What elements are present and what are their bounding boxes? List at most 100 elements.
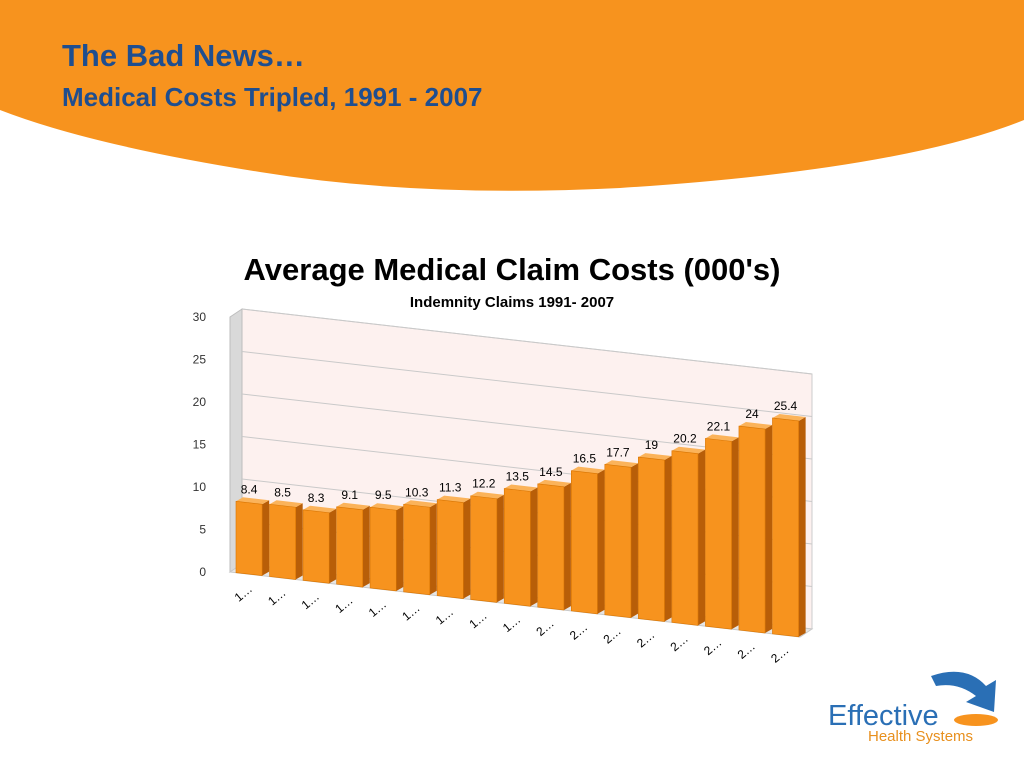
x-tick-label: 1… [466, 609, 489, 632]
x-tick-label: 2… [701, 635, 724, 658]
bar [503, 484, 538, 607]
gridline [241, 351, 813, 417]
bar-side [496, 494, 504, 603]
bar-top [470, 491, 504, 499]
x-tick-label: 1… [332, 593, 355, 616]
data-label: 8.4 [241, 482, 258, 496]
data-label: 25.4 [774, 399, 798, 413]
x-tick-label: 2… [668, 631, 691, 654]
bar-side [664, 456, 672, 622]
bar-front [503, 488, 531, 607]
bar [336, 502, 370, 588]
bar-side [798, 416, 806, 637]
x-tick-label: 1… [232, 582, 255, 605]
bar-side [563, 482, 571, 611]
bar [705, 434, 739, 630]
bar-front [604, 463, 632, 619]
bar [436, 495, 471, 599]
y-tick-label: 25 [193, 353, 207, 367]
slide-title: The Bad News… [62, 38, 305, 73]
bar-front [235, 500, 263, 577]
bar-front [537, 483, 565, 611]
data-label: 10.3 [405, 485, 429, 499]
y-tick-label: 5 [199, 523, 206, 537]
gridline [241, 308, 813, 375]
data-label: 12.2 [472, 477, 496, 491]
bar-side [698, 449, 706, 626]
bar-front [403, 503, 431, 596]
data-label: 20.2 [673, 432, 697, 446]
chart-title: Average Medical Claim Costs (000's) [243, 252, 781, 287]
x-tick-label: 1… [500, 612, 523, 635]
bar-front [336, 506, 364, 588]
bar [537, 479, 571, 611]
logo-arrow-icon [931, 671, 998, 726]
x-tick-label: 1… [265, 586, 288, 609]
bar [269, 500, 303, 580]
bar-top [604, 460, 638, 468]
data-label: 16.5 [573, 452, 597, 466]
y-tick-label: 15 [193, 438, 207, 452]
bar-top [504, 484, 538, 492]
y-tick-label: 30 [193, 310, 207, 324]
data-label: 17.7 [606, 445, 630, 459]
bar [638, 453, 672, 622]
bar-front [772, 417, 799, 638]
bar-front [269, 503, 296, 580]
y-tick-label: 20 [193, 395, 207, 409]
data-label: 9.1 [341, 488, 358, 502]
bar-side [295, 503, 303, 580]
bar-top [370, 503, 404, 511]
bar-front [369, 506, 397, 592]
bar-side [429, 503, 437, 595]
bar-front [671, 450, 699, 626]
logo-name: Effective [828, 700, 939, 732]
bar [403, 500, 437, 596]
x-tick-label: 1… [366, 597, 389, 620]
header-banner [0, 0, 1024, 191]
bar [772, 413, 806, 638]
bar-side [765, 425, 773, 634]
x-tick-label: 2… [533, 616, 556, 639]
bar-top [236, 497, 270, 505]
bar [302, 505, 337, 584]
x-tick-label: 1… [299, 589, 322, 612]
slide-subtitle: Medical Costs Tripled, 1991 - 2007 [62, 82, 483, 112]
bar [369, 503, 404, 592]
data-label: 8.5 [274, 485, 291, 499]
bar-top [638, 453, 672, 461]
bar-top [772, 413, 806, 421]
bar-top [303, 505, 337, 513]
bar-side [597, 469, 605, 614]
data-label: 11.3 [439, 481, 462, 495]
bar-side [530, 487, 538, 607]
bar-side [630, 463, 638, 618]
bar-front [302, 509, 330, 584]
bar-front [470, 495, 498, 603]
y-tick-label: 10 [193, 480, 207, 494]
bar-top [403, 500, 437, 508]
bar-front [570, 470, 598, 615]
x-tick-label: 2… [768, 643, 791, 666]
banner-shape [0, 0, 1024, 191]
bar-top [336, 502, 370, 510]
data-label: 24 [745, 407, 759, 421]
x-tick-label: 2… [735, 639, 758, 662]
bar-side [329, 508, 337, 584]
x-tick-label: 2… [567, 620, 590, 643]
data-label: 19 [645, 438, 659, 452]
x-tick-label: 1… [433, 605, 456, 628]
bar [671, 446, 706, 626]
bar-top [571, 466, 605, 474]
bar-side [396, 506, 404, 591]
bar-side [262, 500, 270, 576]
x-tick-label: 2… [634, 628, 657, 651]
data-label: 9.5 [375, 488, 392, 502]
y-tick-label: 0 [199, 565, 206, 579]
bar-top [738, 422, 773, 430]
bar-front [436, 499, 464, 599]
bar-front [638, 456, 665, 622]
bar-top [705, 434, 739, 442]
bar [738, 422, 773, 634]
